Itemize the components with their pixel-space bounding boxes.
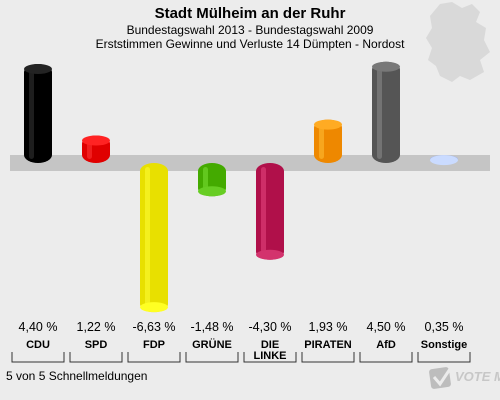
category-bracket [69,352,123,363]
vote-manager-logo: VOTE MANAGER [429,365,500,389]
category-label: SPD [85,339,108,351]
category-label: CDU [26,339,50,351]
value-label: 1,22 % [77,320,116,334]
bar-gr-ne [198,163,226,197]
value-label: -1,48 % [190,320,233,334]
germany-map-icon [426,2,490,82]
value-label: 4,50 % [367,320,406,334]
bars-group [24,61,458,313]
value-label: -6,63 % [132,320,175,334]
chart-subtitle-2: Erststimmen Gewinne und Verluste 14 Dümp… [96,37,405,51]
bar-piraten [314,119,342,163]
category-label: FDP [143,339,165,351]
value-label: 4,40 % [19,320,58,334]
category-label: DIE LINKE [254,339,287,362]
category-bracket [127,352,181,363]
category-bracket [301,352,355,363]
ballot-checkmark-icon [429,365,454,389]
category-bracket [359,352,413,363]
chart-subtitle-1: Bundestagswahl 2013 - Bundestagswahl 200… [127,23,374,37]
zero-band [10,155,490,171]
bar-die-linke [256,163,284,260]
category-labels-group: CDU SPD FDP GRÜNE DIE LINKE PIRATEN AfD Sonstige [11,338,471,363]
value-label: 1,93 % [309,320,348,334]
category-label: PIRATEN [304,339,352,351]
bar-spd [82,135,110,163]
chart-title: Stadt Mülheim an der Ruhr [155,5,346,22]
category-bracket [11,352,65,363]
category-bracket [417,352,471,363]
footer-text: 5 von 5 Schnellmeldungen [6,369,147,383]
value-label: 0,35 % [425,320,464,334]
category-label: Sonstige [421,339,467,351]
bar-cdu [24,64,52,163]
logo-text: VOTE MANAGER [455,369,500,384]
category-label: AfD [376,339,396,351]
value-label: -4,30 % [248,320,291,334]
bar-sonstige [430,155,458,166]
value-labels-group: 4,40 % 1,22 % -6,63 % -1,48 % -4,30 % 1,93 % 4… [19,320,464,334]
category-label: GRÜNE [192,338,232,351]
category-bracket [185,352,239,363]
bar-fdp [140,163,168,313]
bar-afd [372,61,400,163]
category-bracket [243,352,297,363]
